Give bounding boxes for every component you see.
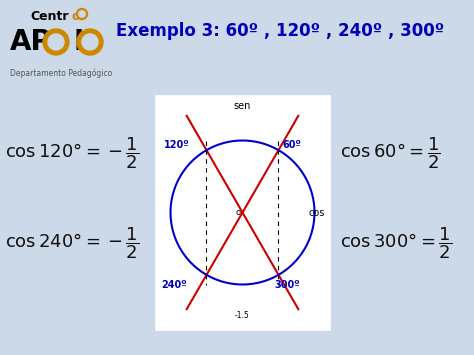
Bar: [155, 95, 330, 330]
Text: o: o: [236, 208, 241, 217]
Text: AP: AP: [10, 28, 52, 56]
Text: sen: sen: [234, 101, 251, 111]
Text: cos: cos: [309, 208, 325, 218]
Text: -1.5: -1.5: [235, 311, 250, 320]
Circle shape: [79, 11, 85, 17]
Text: Exemplo 3: 60º , 120º , 240º , 300º: Exemplo 3: 60º , 120º , 240º , 300º: [116, 22, 444, 40]
Circle shape: [82, 34, 98, 50]
Text: 240º: 240º: [161, 280, 187, 290]
Text: Departamento Pedagógico: Departamento Pedagógico: [10, 68, 112, 77]
Text: I: I: [74, 28, 84, 56]
Circle shape: [77, 29, 103, 55]
Text: 300º: 300º: [274, 280, 300, 290]
Text: o: o: [72, 10, 81, 23]
Circle shape: [43, 29, 69, 55]
Text: $\cos 300°= \dfrac{1}{2}$: $\cos 300°= \dfrac{1}{2}$: [340, 225, 452, 261]
Circle shape: [76, 9, 88, 20]
Text: 60º: 60º: [282, 140, 301, 150]
Circle shape: [48, 34, 64, 50]
Text: $\cos 120°= -\dfrac{1}{2}$: $\cos 120°= -\dfrac{1}{2}$: [5, 135, 139, 171]
Text: Centr: Centr: [30, 10, 69, 23]
Text: $\cos 60°= \dfrac{1}{2}$: $\cos 60°= \dfrac{1}{2}$: [340, 135, 441, 171]
Text: 120º: 120º: [164, 140, 189, 150]
Text: $\cos 240°= -\dfrac{1}{2}$: $\cos 240°= -\dfrac{1}{2}$: [5, 225, 139, 261]
